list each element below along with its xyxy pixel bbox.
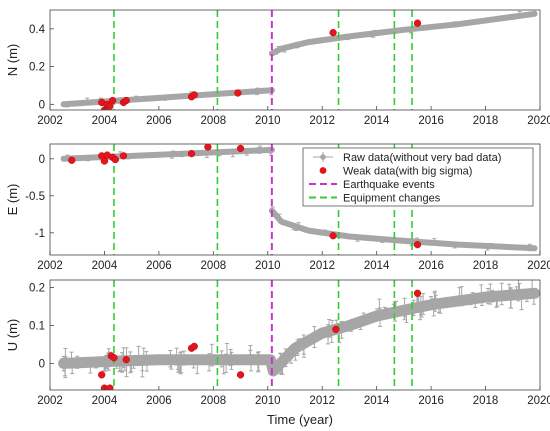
legend-box xyxy=(302,147,534,207)
y-tick-label: 0.2 xyxy=(29,283,45,295)
y-tick-label: 0 xyxy=(39,99,45,111)
raw-data-band xyxy=(268,207,538,252)
weak-data-point xyxy=(187,149,196,158)
y-tick-label: 0.2 xyxy=(29,62,45,74)
weak-data-point xyxy=(332,325,340,333)
x-tick-label: 2016 xyxy=(418,395,444,407)
plot-content xyxy=(60,10,538,110)
weak-data-point xyxy=(234,89,242,97)
weak-data-point xyxy=(413,289,422,297)
axes-frame xyxy=(49,9,541,111)
weak-data-point xyxy=(68,156,76,164)
y-axis-label: N (m) xyxy=(5,44,20,77)
x-tick-label: 2008 xyxy=(201,395,227,407)
axes-frame xyxy=(49,279,541,391)
plot-content xyxy=(58,280,540,390)
y-tick-label: -1 xyxy=(35,228,45,240)
legend: Raw data(without very bad data) Weak data… xyxy=(302,147,534,207)
x-tick-label: 2008 xyxy=(201,260,227,272)
x-tick-label: 2004 xyxy=(92,395,118,407)
y-tick-label: 0.1 xyxy=(29,321,45,333)
weak-data-point xyxy=(108,96,117,105)
y-tick-label: 0.4 xyxy=(29,24,46,36)
weak-data-point xyxy=(413,240,422,249)
x-tick-label: 2004 xyxy=(92,115,118,127)
legend-raw-marker-dot xyxy=(320,154,326,160)
weak-data-point xyxy=(122,96,130,105)
weak-data-point xyxy=(122,356,130,364)
x-tick-label: 2010 xyxy=(255,115,281,127)
weak-data-point xyxy=(119,152,128,160)
y-tick-label: 0 xyxy=(39,358,45,370)
x-tick-label: 2020 xyxy=(527,115,550,127)
x-tick-label: 2014 xyxy=(364,115,390,127)
x-tick-label: 2004 xyxy=(92,260,118,272)
legend-label: Earthquake events xyxy=(343,179,435,191)
axes-frame xyxy=(49,143,541,256)
x-tick-label: 2006 xyxy=(146,395,172,407)
legend-weak-marker xyxy=(319,167,327,174)
x-tick-label: 2014 xyxy=(364,395,390,407)
weak-data-point xyxy=(204,144,212,151)
weak-data-point xyxy=(329,28,337,37)
x-tick-label: 2006 xyxy=(146,115,172,127)
x-tick-label: 2006 xyxy=(146,260,172,272)
legend-label: Raw data(without very bad data) xyxy=(343,152,501,164)
x-tick-label: 2008 xyxy=(201,115,227,127)
weak-data-point xyxy=(236,371,245,379)
x-tick-label: 2002 xyxy=(37,260,63,272)
y-tick-label: -0.5 xyxy=(25,191,45,203)
up-panel: 2002 2004 2006 2008 2010 2012 2014 2016 2018 2020… xyxy=(5,279,550,407)
x-tick-label: 2002 xyxy=(37,115,63,127)
x-tick-label: 2012 xyxy=(309,260,335,272)
weak-data-point xyxy=(236,144,245,153)
x-tick-label: 2018 xyxy=(473,260,499,272)
weak-data-point xyxy=(190,91,198,99)
x-tick-label: 2014 xyxy=(364,260,390,272)
x-tick-label: 2020 xyxy=(527,395,550,407)
weak-data-point xyxy=(413,19,422,27)
x-tick-label: 2016 xyxy=(418,260,444,272)
x-axis-label: Time (year) xyxy=(267,412,333,427)
x-tick-label: 2012 xyxy=(309,395,335,407)
x-tick-label: 2010 xyxy=(255,260,281,272)
weak-data-point xyxy=(110,354,118,362)
raw-data-band xyxy=(60,146,275,162)
legend-label: Weak data(with big sigma) xyxy=(343,166,472,178)
weak-data-point xyxy=(190,342,198,351)
north-panel: 2002 2004 2006 2008 2010 2012 2014 2016 2018 2020… xyxy=(5,9,550,127)
legend-label: Equipment changes xyxy=(343,193,441,205)
x-tick-label: 2010 xyxy=(255,395,281,407)
x-tick-label: 2018 xyxy=(473,115,499,127)
y-axis-label: U (m) xyxy=(5,319,20,352)
y-tick-label: 0 xyxy=(39,154,45,166)
weak-data-point xyxy=(111,155,119,164)
x-tick-label: 2012 xyxy=(309,115,335,127)
x-tick-label: 2020 xyxy=(527,260,550,272)
raw-data-band xyxy=(268,10,538,57)
y-axis-label: E (m) xyxy=(5,184,20,216)
weak-data-point xyxy=(98,371,106,379)
weak-data-point xyxy=(329,232,337,240)
x-tick-label: 2016 xyxy=(418,115,444,127)
weak-data-point xyxy=(100,157,109,165)
weak-data-point xyxy=(106,384,114,390)
x-tick-label: 2018 xyxy=(473,395,499,407)
x-tick-label: 2002 xyxy=(37,395,63,407)
